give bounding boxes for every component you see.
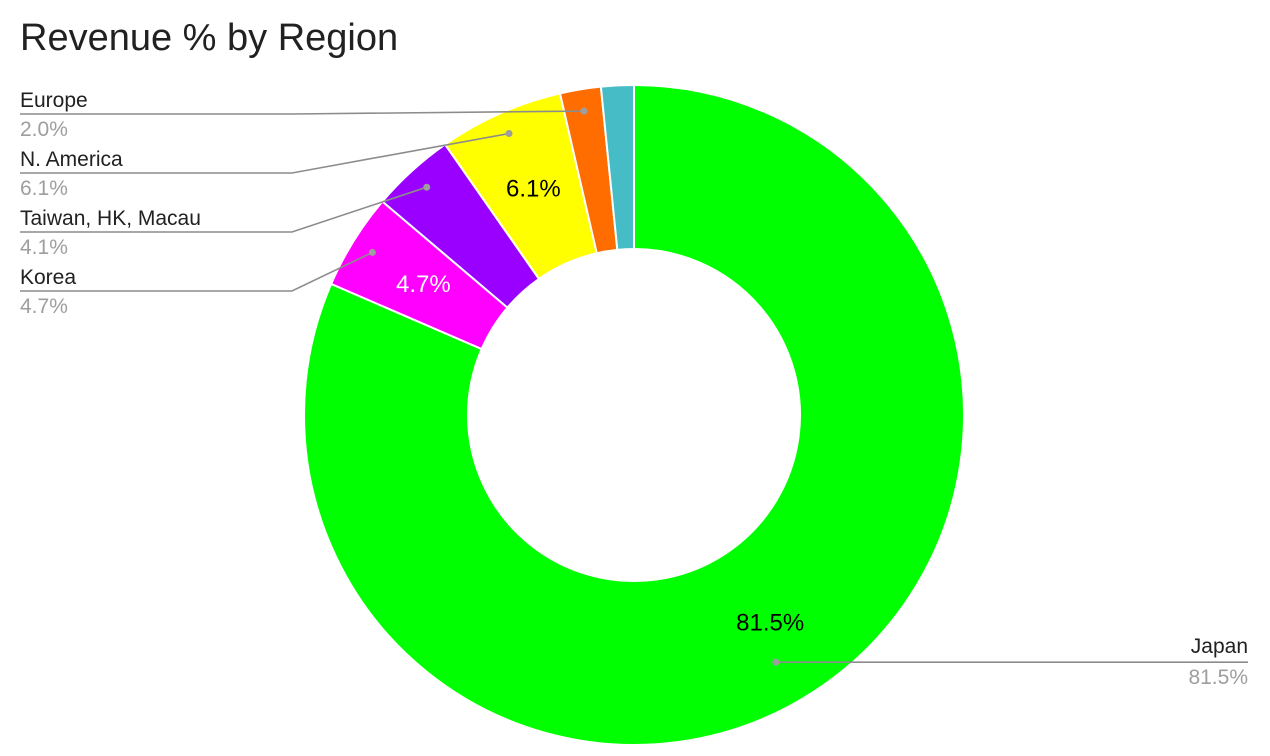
legend-pct-europe: 2.0% <box>20 118 68 141</box>
slice-japan <box>303 83 965 746</box>
leader-dot-europe <box>580 107 588 115</box>
leader-dot-korea <box>368 248 376 256</box>
legend-name-japan: Japan <box>1191 635 1248 658</box>
slice-value-label-japan: 81.5% <box>736 609 804 636</box>
leader-lines <box>20 107 1248 666</box>
donut-slices <box>303 83 965 746</box>
leader-dot-taiwan-hk-macau <box>423 183 431 191</box>
leader-line-n-america <box>20 132 510 174</box>
slice-slice-5 <box>599 83 635 251</box>
leader-line-korea <box>20 251 373 292</box>
legend-name-europe: Europe <box>20 89 88 112</box>
legend-name-taiwan-hk-macau: Taiwan, HK, Macau <box>20 207 201 230</box>
chart-title: Revenue % by Region <box>20 17 398 59</box>
legend-name-korea: Korea <box>20 266 76 289</box>
legend-pct-n-america: 6.1% <box>20 177 68 200</box>
leader-dot-japan <box>772 658 780 666</box>
slice-labels: 81.5% 4.7% 6.1% Europe 2.0% N. America 6.1% Tai… <box>20 89 1248 689</box>
leader-line-europe <box>20 110 584 115</box>
legend-pct-korea: 4.7% <box>20 295 68 318</box>
leader-line-taiwan-hk-macau <box>20 186 427 233</box>
legend-pct-japan: 81.5% <box>1188 666 1248 689</box>
slice-value-label-korea: 4.7% <box>396 271 451 298</box>
legend-name-n-america: N. America <box>20 148 123 171</box>
slice-value-label-n-america: 6.1% <box>506 175 561 202</box>
leader-dot-n-america <box>505 129 513 137</box>
legend-pct-taiwan-hk-macau: 4.1% <box>20 236 68 259</box>
